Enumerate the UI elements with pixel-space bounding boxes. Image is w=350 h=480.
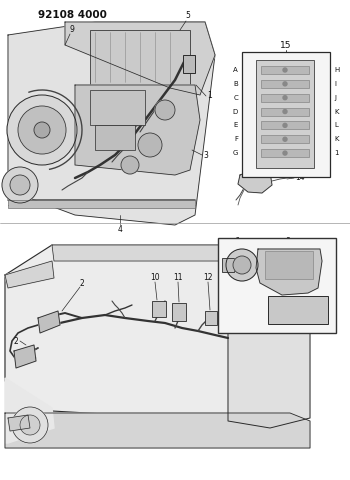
Circle shape bbox=[20, 415, 40, 435]
Circle shape bbox=[283, 68, 287, 72]
Text: 12: 12 bbox=[203, 274, 213, 283]
Bar bbox=[261, 135, 309, 143]
Circle shape bbox=[12, 407, 48, 443]
Text: E: E bbox=[234, 122, 238, 128]
Text: 7: 7 bbox=[295, 324, 300, 333]
Bar bbox=[261, 94, 309, 102]
Text: B: B bbox=[233, 81, 238, 87]
Text: 13: 13 bbox=[295, 158, 304, 168]
Text: 14: 14 bbox=[295, 173, 304, 182]
Text: D: D bbox=[233, 108, 238, 115]
Text: 10: 10 bbox=[150, 274, 160, 283]
Bar bbox=[265, 251, 313, 279]
Bar bbox=[268, 296, 328, 324]
Text: 2: 2 bbox=[80, 278, 84, 288]
Circle shape bbox=[155, 100, 175, 120]
Text: F: F bbox=[234, 136, 238, 142]
Bar bbox=[261, 121, 309, 130]
Circle shape bbox=[283, 151, 287, 155]
Text: 5: 5 bbox=[186, 11, 190, 20]
Bar bbox=[261, 108, 309, 116]
Text: 6: 6 bbox=[234, 237, 239, 245]
Polygon shape bbox=[5, 245, 295, 421]
Circle shape bbox=[283, 123, 287, 127]
Bar bbox=[152, 301, 166, 317]
Polygon shape bbox=[65, 22, 215, 95]
Polygon shape bbox=[75, 85, 200, 175]
Circle shape bbox=[2, 167, 38, 203]
Bar bbox=[242, 52, 330, 177]
Circle shape bbox=[34, 122, 50, 138]
Circle shape bbox=[138, 133, 162, 157]
Circle shape bbox=[18, 106, 66, 154]
Polygon shape bbox=[238, 168, 272, 193]
Text: A: A bbox=[233, 67, 238, 73]
Bar bbox=[261, 66, 309, 74]
Circle shape bbox=[121, 156, 139, 174]
Polygon shape bbox=[5, 378, 54, 443]
Bar bbox=[261, 80, 309, 88]
Text: K: K bbox=[334, 108, 338, 115]
Text: 3: 3 bbox=[203, 151, 208, 159]
Text: 1: 1 bbox=[334, 150, 338, 156]
Circle shape bbox=[7, 95, 77, 165]
Bar bbox=[261, 149, 309, 157]
Bar bbox=[90, 90, 145, 125]
Text: I: I bbox=[334, 81, 336, 87]
Text: 11: 11 bbox=[173, 274, 183, 283]
Text: 9: 9 bbox=[70, 25, 75, 35]
Text: G: G bbox=[233, 150, 238, 156]
Polygon shape bbox=[8, 415, 30, 431]
Text: 4: 4 bbox=[118, 225, 122, 234]
Bar bbox=[205, 311, 217, 325]
Text: K: K bbox=[334, 136, 338, 142]
Circle shape bbox=[283, 109, 287, 114]
Text: C: C bbox=[233, 95, 238, 101]
Polygon shape bbox=[38, 311, 60, 333]
Circle shape bbox=[10, 175, 30, 195]
Circle shape bbox=[233, 256, 251, 274]
Bar bbox=[183, 55, 195, 73]
Bar bbox=[95, 125, 135, 150]
Polygon shape bbox=[256, 249, 322, 295]
Text: 8: 8 bbox=[286, 237, 290, 245]
Text: 1: 1 bbox=[207, 91, 212, 99]
Bar bbox=[8, 200, 195, 208]
Text: 15: 15 bbox=[280, 41, 292, 50]
Circle shape bbox=[283, 82, 287, 86]
Polygon shape bbox=[8, 22, 215, 225]
Circle shape bbox=[283, 137, 287, 141]
Text: J: J bbox=[334, 95, 336, 101]
Text: 92108 4000: 92108 4000 bbox=[38, 10, 107, 20]
Bar bbox=[90, 30, 190, 85]
Text: H: H bbox=[334, 67, 339, 73]
Text: L: L bbox=[334, 122, 338, 128]
Bar bbox=[172, 303, 186, 321]
Polygon shape bbox=[228, 291, 310, 428]
Bar bbox=[222, 258, 234, 272]
Polygon shape bbox=[52, 245, 232, 261]
Circle shape bbox=[226, 249, 258, 281]
Bar bbox=[256, 60, 314, 168]
Polygon shape bbox=[14, 345, 36, 368]
Bar bbox=[218, 238, 336, 333]
Polygon shape bbox=[5, 261, 54, 288]
Text: 2: 2 bbox=[13, 336, 18, 346]
Circle shape bbox=[283, 96, 287, 100]
Polygon shape bbox=[5, 413, 310, 448]
